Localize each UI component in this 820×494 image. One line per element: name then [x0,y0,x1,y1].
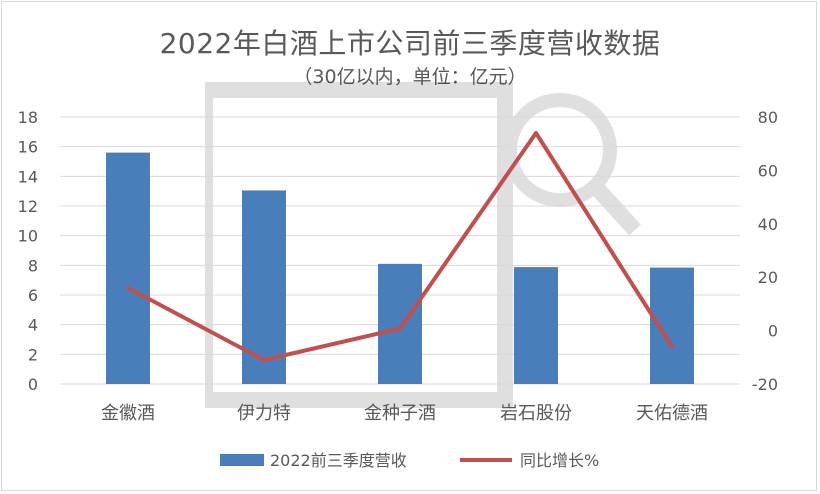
left-axis-tick-label: 10 [18,227,38,246]
right-axis-tick-label: 20 [758,268,778,287]
left-axis-tick-label: 14 [18,167,38,186]
bar [106,152,150,384]
right-axis-tick-label: 40 [758,215,778,234]
right-axis-tick-label: 80 [758,108,778,127]
left-axis-tick-label: 16 [18,138,38,157]
category-label: 伊力特 [237,403,291,424]
category-label: 天佑德酒 [636,403,708,424]
right-axis-tick-label: -20 [752,375,778,394]
chart-subtitle: （30亿以内，单位：亿元） [293,66,527,88]
legend-swatch-bar [220,454,264,466]
category-label: 金种子酒 [364,403,436,424]
left-axis-tick-label: 18 [18,108,38,127]
left-axis-tick-label: 4 [28,316,38,335]
right-axis-tick-label: 60 [758,161,778,180]
bar [378,263,422,384]
left-axis-tick-label: 8 [28,256,38,275]
chart-title: 2022年白酒上市公司前三季度营收数据 [159,27,661,60]
left-axis-tick-label: 6 [28,286,38,305]
legend-label-growth: 同比增长% [520,451,599,470]
growth-line [126,131,674,362]
left-axis-tick-label: 12 [18,197,38,216]
right-axis-tick-label: 0 [768,322,778,341]
category-label: 岩石股份 [500,403,572,424]
left-axis-tick-label: 2 [28,345,38,364]
bar [514,267,558,384]
category-label: 金徽酒 [101,403,155,424]
legend-label-revenue: 2022前三季度营收 [270,451,407,470]
left-axis-tick-label: 0 [28,375,38,394]
